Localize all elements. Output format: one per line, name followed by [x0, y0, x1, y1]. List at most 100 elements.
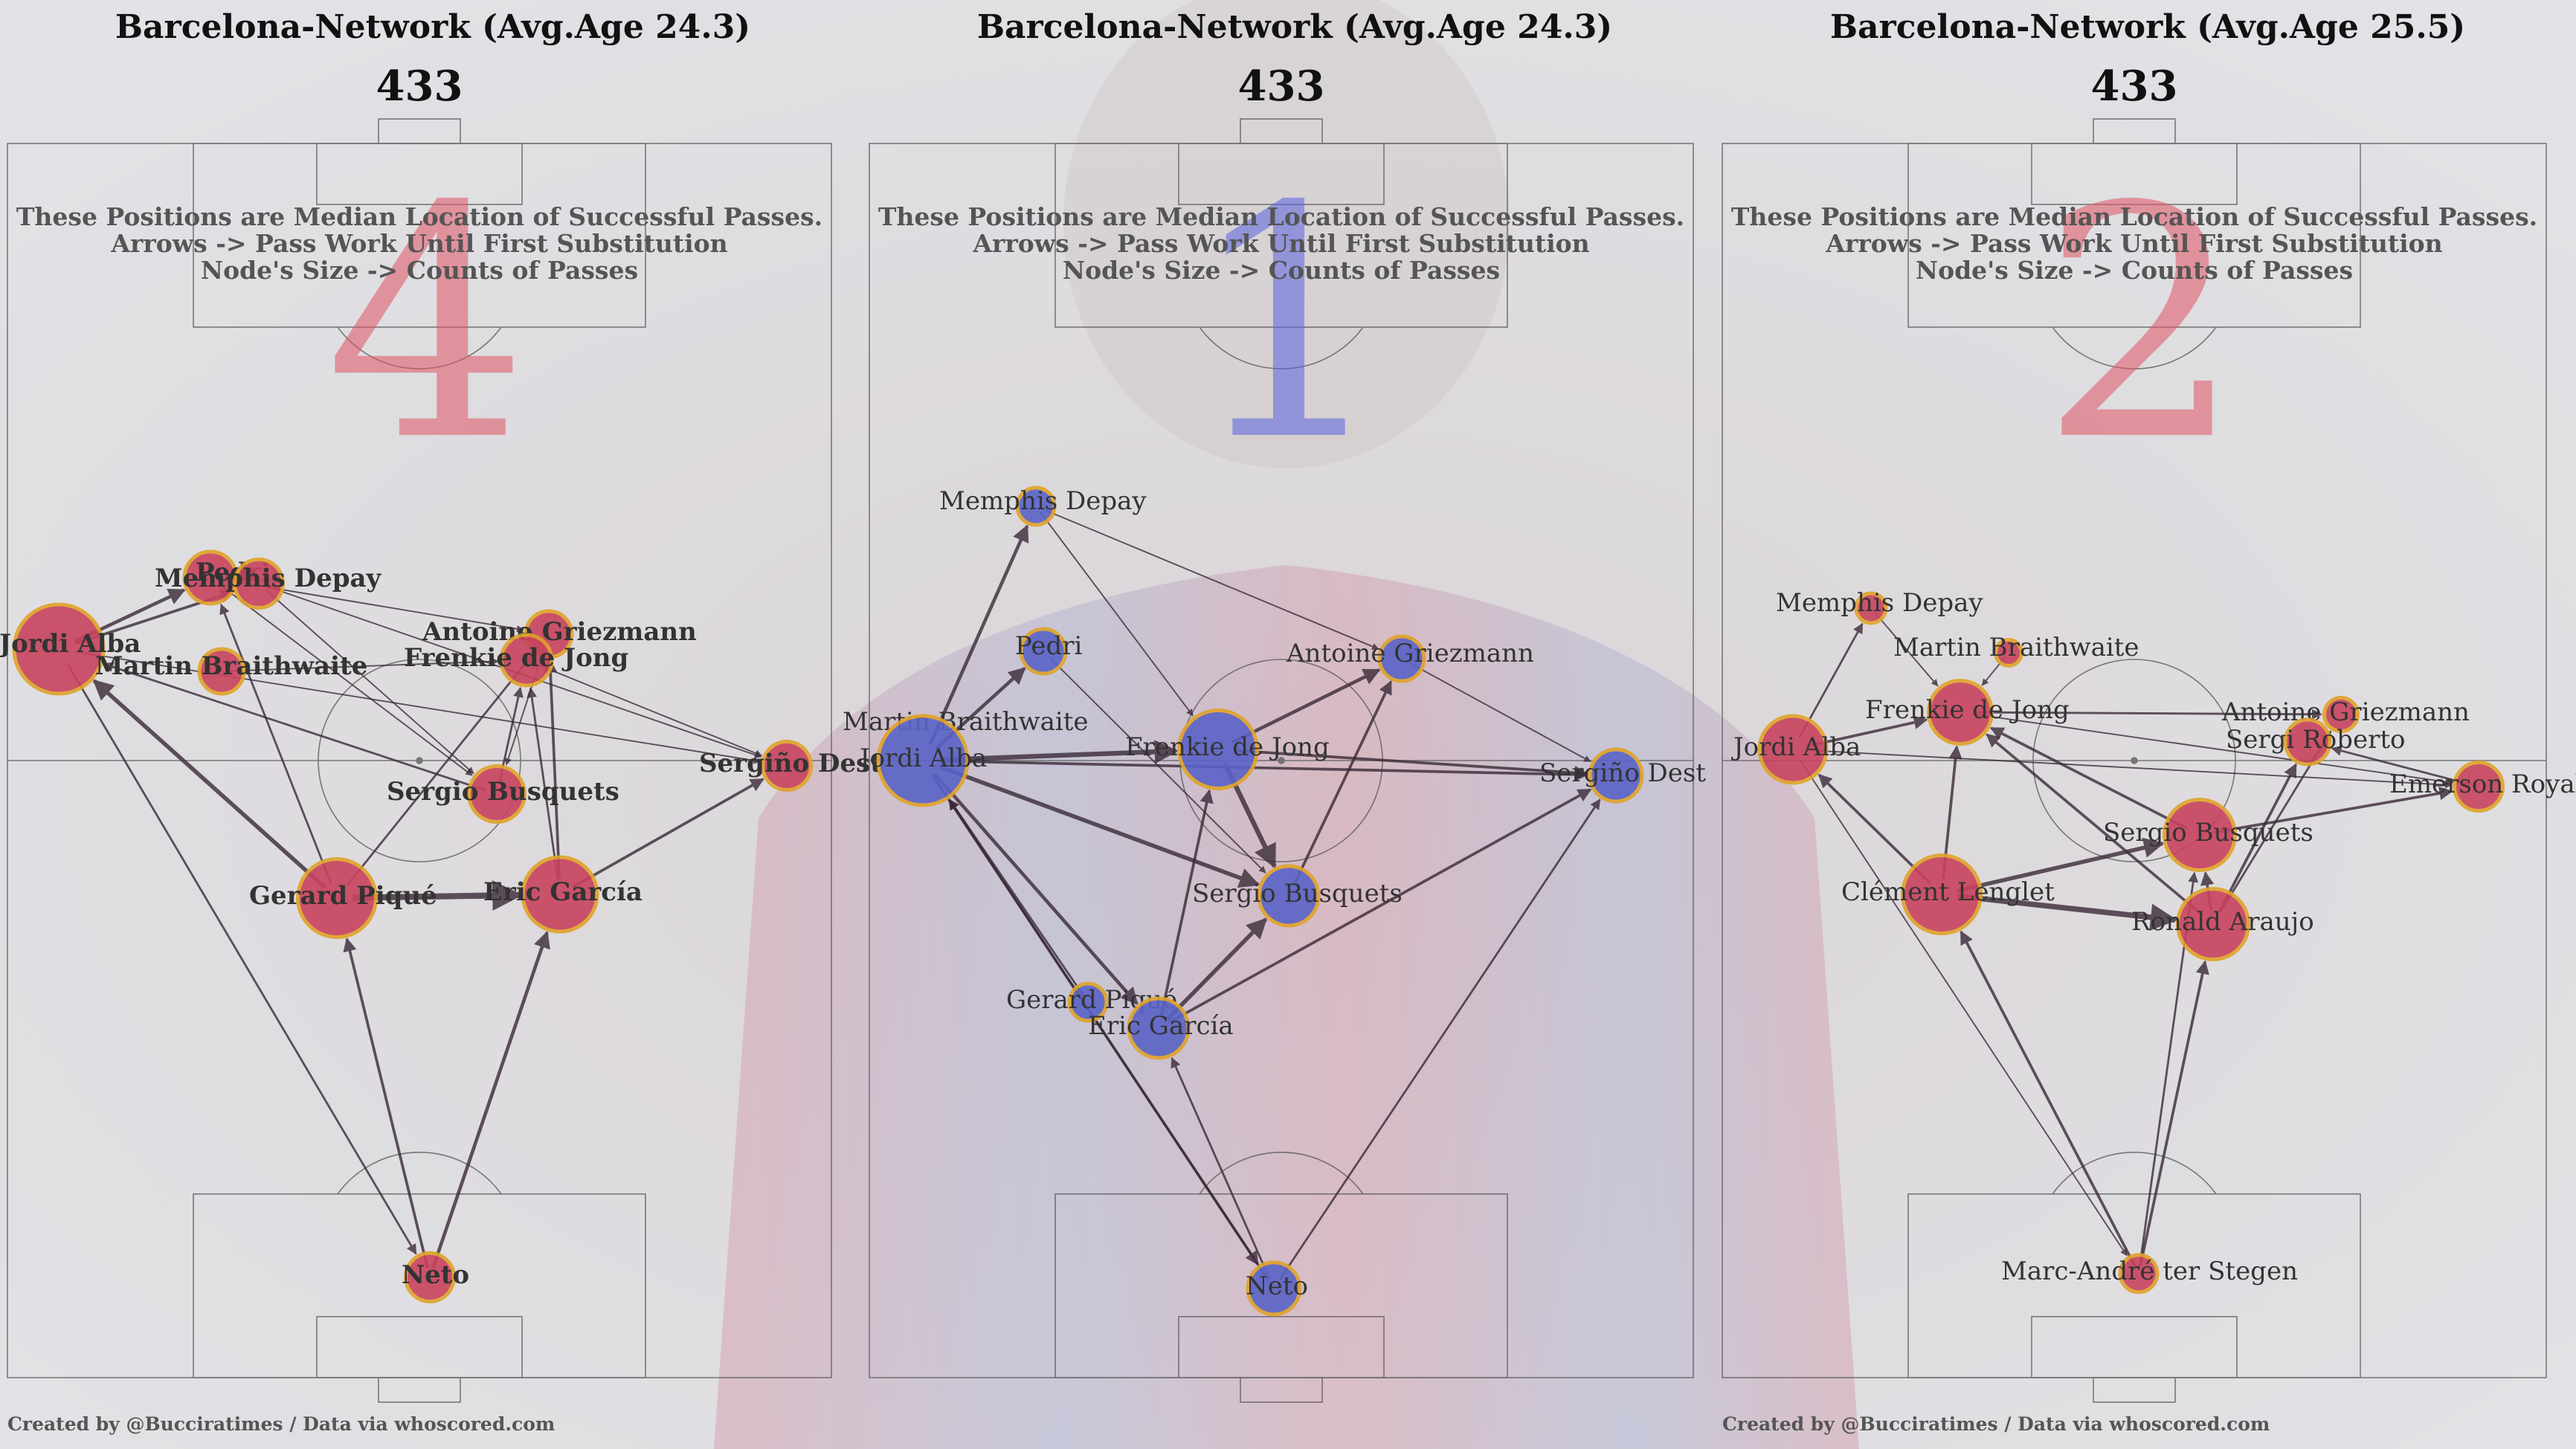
player-label: Sergio Busquets: [387, 777, 619, 807]
player-node: Pedri: [1015, 627, 1082, 676]
player-node: Martin Braithwaite: [1893, 633, 2139, 668]
player-node-circle: [2176, 887, 2250, 961]
pass-edge: [1159, 789, 1214, 1017]
player-node: Memphis Depay: [1776, 588, 1983, 625]
player-node: Sergiño Dest: [1539, 747, 1706, 804]
panel-title: Barcelona-Network (Avg.Age 24.3): [115, 8, 750, 46]
player-node-circle: [2322, 696, 2360, 733]
pass-edge: [938, 764, 1260, 888]
player-label: Martin Braithwaite: [95, 651, 367, 681]
player-label: Pedri: [1015, 631, 1082, 661]
player-node: Ronald Araujo: [2131, 887, 2314, 961]
player-node-circle: [1927, 679, 1994, 746]
panel-title: Barcelona-Network (Avg.Age 25.5): [1830, 8, 2465, 46]
player-node-circle: [876, 714, 970, 807]
player-node-circle: [1127, 996, 1191, 1060]
pass-edge: [1409, 662, 1591, 763]
pass-edge: [1042, 508, 1379, 651]
player-label: Sergio Busquets: [2103, 818, 2313, 848]
pass-edge: [230, 657, 499, 672]
pass-edge: [1817, 773, 1932, 885]
pass-edge: [948, 798, 1085, 997]
player-label: Eric García: [483, 877, 643, 907]
player-node: Frenkie de Jong: [1865, 679, 2070, 746]
player-node: Eric García: [483, 855, 643, 934]
player-node-circle: [1901, 853, 1983, 935]
network-panel-1: 4 Barcelona-Network (Avg.Age 24.3) 433 Thes…: [0, 8, 882, 1435]
player-label: Antoine Griezmann: [422, 617, 697, 647]
note-line-3: Node's Size -> Counts of Passes: [201, 256, 638, 285]
player-node-circle: [1757, 714, 1829, 785]
player-label: Sergi Roberto: [2226, 725, 2405, 755]
player-node-circle: [761, 740, 813, 792]
note-line-1: These Positions are Median Location of S…: [16, 202, 822, 231]
player-node: Gerard Piqué: [249, 857, 437, 939]
player-label: Antoine Griezmann: [2221, 697, 2470, 727]
big-number: 1: [1187, 139, 1391, 511]
player-label: Emerson Royal: [2389, 769, 2576, 799]
player-node-circle: [2283, 717, 2332, 767]
player-node-circle: [1177, 709, 1259, 790]
player-node: Antoine Griezmann: [2221, 696, 2470, 733]
pass-edge: [265, 589, 474, 775]
player-label: Sergiño Dest: [1539, 758, 1706, 788]
pass-edge: [103, 662, 487, 792]
player-node: Eric García: [1088, 996, 1234, 1060]
player-node: Neto: [402, 1251, 469, 1303]
note-line-2: Arrows -> Pass Work Until First Substitu…: [1825, 229, 2442, 258]
pitch: [1722, 118, 2547, 1403]
pass-edge: [940, 759, 1588, 782]
big-number: 4: [325, 139, 529, 511]
pass-edge: [66, 663, 417, 1255]
player-node-circle: [499, 633, 554, 688]
big-number: 2: [2040, 139, 2244, 511]
player-node: Antoine Griezmann: [1286, 634, 1534, 683]
pass-edge: [1972, 713, 2453, 786]
pass-edge: [1292, 680, 1393, 886]
player-label: Sergio Busquets: [1192, 879, 1403, 909]
player-node-circle: [521, 855, 599, 934]
pass-edge: [543, 659, 561, 880]
pass-edge: [346, 653, 534, 887]
player-label: Memphis Depay: [155, 564, 382, 593]
player-node-circle: [233, 558, 285, 610]
player-node-circle: [404, 1251, 456, 1303]
pass-edge: [76, 651, 761, 764]
player-node: Jordi Alba: [0, 602, 141, 696]
player-node: Jordi Alba: [1731, 714, 1861, 785]
pass-edge: [2331, 745, 2470, 786]
player-label: Jordi Alba: [1731, 732, 1861, 762]
note-line-2: Arrows -> Pass Work Until First Substitu…: [110, 229, 727, 258]
player-node: Sergio Busquets: [387, 764, 619, 824]
player-node: Emerson Royal: [2389, 761, 2576, 813]
network-panels: 4 Barcelona-Network (Avg.Age 24.3) 433 Thes…: [0, 8, 2576, 1435]
player-label: Frenkie de Jong: [1865, 695, 2070, 725]
player-node-circle: [1067, 981, 1109, 1023]
player-nodes: Memphis Depay Pedri Antoine Griezmann Marti…: [843, 485, 1706, 1317]
pass-edge: [343, 938, 429, 1268]
formation-label: 433: [1238, 62, 1325, 111]
pass-edge: [1800, 760, 2128, 1256]
pass-edge: [1168, 788, 1592, 1024]
player-nodes: Memphis Depay Martin Braithwaite Frenkie d…: [1731, 588, 2576, 1294]
pass-edge: [940, 740, 1179, 764]
player-node: Martin Braithwaite: [95, 647, 367, 696]
pass-edge: [2213, 786, 2453, 834]
formation-label: 433: [376, 62, 463, 111]
player-node: Sergi Roberto: [2226, 717, 2405, 767]
player-node-circle: [1246, 1260, 1302, 1317]
pitch: [7, 118, 832, 1403]
pass-edge: [1874, 612, 1939, 687]
pass-edge: [1989, 726, 2188, 830]
player-node: Frenkie de Jong: [404, 633, 628, 688]
pass-edge: [1972, 709, 2322, 720]
credit-text: Created by @Bucciratimes / Data via whos…: [7, 1413, 555, 1435]
player-label: Memphis Depay: [939, 486, 1147, 516]
player-node-circle: [12, 602, 106, 696]
pass-edge: [572, 778, 764, 888]
player-label: Ronald Araujo: [2131, 907, 2314, 937]
pass-edge: [1957, 893, 2178, 931]
